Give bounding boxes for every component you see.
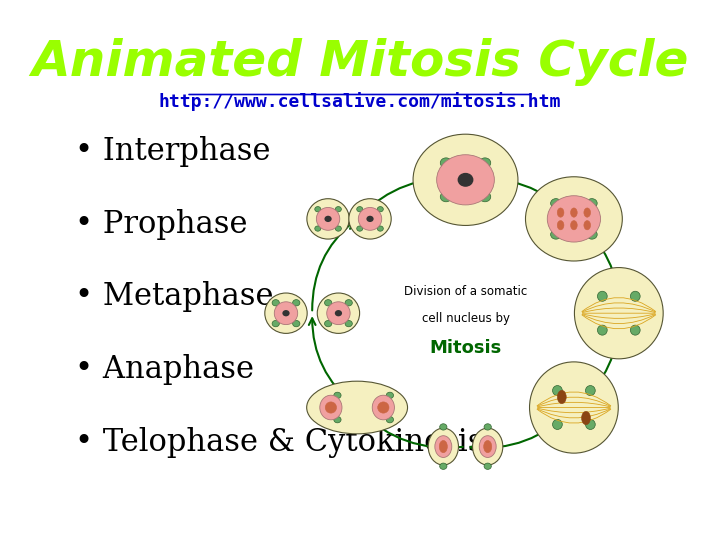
Ellipse shape (378, 402, 389, 413)
Ellipse shape (484, 424, 491, 430)
Text: http://www.cellsalive.com/mitosis.htm: http://www.cellsalive.com/mitosis.htm (159, 92, 561, 111)
Ellipse shape (439, 441, 447, 453)
Circle shape (366, 215, 374, 222)
Ellipse shape (584, 220, 590, 230)
Ellipse shape (377, 226, 383, 231)
Ellipse shape (345, 300, 352, 306)
Ellipse shape (440, 192, 452, 202)
Ellipse shape (413, 134, 518, 226)
Ellipse shape (557, 220, 564, 230)
Ellipse shape (386, 416, 394, 423)
Ellipse shape (292, 300, 300, 306)
Ellipse shape (315, 226, 321, 231)
Ellipse shape (336, 207, 341, 212)
Ellipse shape (292, 320, 300, 327)
Text: • Anaphase: • Anaphase (74, 354, 253, 386)
Ellipse shape (316, 207, 340, 230)
Ellipse shape (272, 300, 279, 306)
Ellipse shape (356, 226, 363, 231)
Ellipse shape (598, 291, 607, 301)
Text: Mitosis: Mitosis (429, 339, 502, 357)
Ellipse shape (552, 420, 562, 429)
Ellipse shape (272, 320, 279, 327)
Ellipse shape (428, 428, 459, 465)
Ellipse shape (587, 199, 597, 208)
Ellipse shape (359, 207, 382, 230)
Ellipse shape (529, 362, 618, 453)
Ellipse shape (325, 320, 332, 327)
Ellipse shape (325, 300, 332, 306)
Ellipse shape (336, 226, 341, 231)
Ellipse shape (557, 208, 564, 217)
Ellipse shape (484, 441, 492, 453)
Ellipse shape (484, 463, 491, 469)
Ellipse shape (551, 199, 562, 208)
Ellipse shape (436, 155, 495, 205)
Ellipse shape (582, 411, 590, 425)
Circle shape (459, 173, 473, 186)
Ellipse shape (265, 293, 307, 333)
Text: • Prophase: • Prophase (74, 208, 247, 240)
Ellipse shape (598, 325, 607, 335)
Ellipse shape (307, 381, 408, 434)
Ellipse shape (356, 207, 363, 212)
Ellipse shape (552, 386, 562, 396)
Text: • Interphase: • Interphase (74, 136, 270, 167)
Ellipse shape (320, 395, 342, 420)
Ellipse shape (318, 293, 359, 333)
Ellipse shape (307, 199, 349, 239)
Circle shape (282, 310, 289, 316)
Ellipse shape (372, 395, 395, 420)
Ellipse shape (547, 195, 600, 242)
Ellipse shape (526, 177, 622, 261)
Ellipse shape (584, 208, 590, 217)
Ellipse shape (274, 302, 297, 325)
Circle shape (335, 310, 342, 316)
Ellipse shape (327, 302, 350, 325)
Ellipse shape (570, 208, 577, 217)
Ellipse shape (472, 428, 503, 465)
Ellipse shape (334, 416, 341, 423)
Ellipse shape (325, 402, 336, 413)
Ellipse shape (570, 220, 577, 230)
Ellipse shape (440, 424, 447, 430)
Ellipse shape (480, 158, 491, 168)
Ellipse shape (440, 158, 452, 168)
Ellipse shape (631, 291, 640, 301)
Ellipse shape (345, 320, 352, 327)
Text: Animated Mitosis Cycle: Animated Mitosis Cycle (31, 38, 689, 86)
Text: Division of a somatic: Division of a somatic (404, 285, 527, 298)
Text: cell nucleus by: cell nucleus by (421, 312, 510, 325)
Ellipse shape (557, 390, 566, 404)
Ellipse shape (587, 230, 597, 239)
Ellipse shape (349, 199, 391, 239)
Ellipse shape (551, 230, 562, 239)
Text: • Metaphase: • Metaphase (74, 281, 273, 313)
Ellipse shape (631, 325, 640, 335)
Ellipse shape (480, 192, 491, 202)
Ellipse shape (440, 463, 447, 469)
Ellipse shape (377, 207, 383, 212)
Ellipse shape (315, 207, 321, 212)
Text: • Telophase & Cytokinesis: • Telophase & Cytokinesis (74, 427, 483, 458)
Ellipse shape (386, 392, 394, 399)
Ellipse shape (435, 436, 451, 457)
Ellipse shape (480, 436, 496, 457)
Ellipse shape (585, 386, 595, 396)
Circle shape (325, 215, 332, 222)
Ellipse shape (575, 267, 663, 359)
Ellipse shape (585, 420, 595, 429)
Ellipse shape (334, 392, 341, 399)
